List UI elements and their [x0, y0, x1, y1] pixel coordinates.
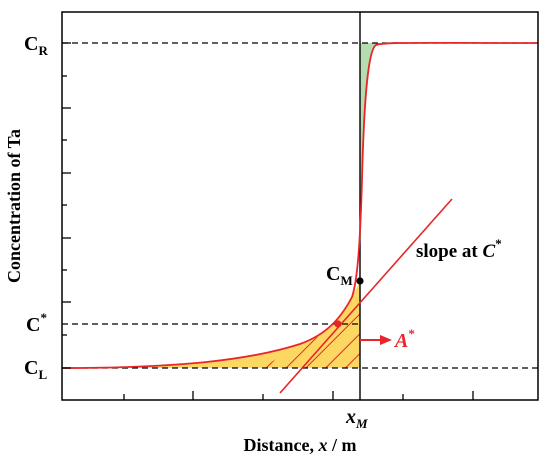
- x-tick-label-xm: xM: [345, 406, 368, 431]
- concentration-curve: [61, 41, 539, 369]
- x-axis-label: Distance, x / m: [244, 435, 357, 455]
- cr-label: CR: [24, 33, 48, 58]
- y-axis-label: Concentration of Ta: [4, 129, 24, 283]
- slope-annotation: slope at C*: [416, 236, 502, 262]
- cm-point: [356, 277, 364, 285]
- x-axis-ticks: [123, 391, 474, 400]
- hatched-area-a-star: [262, 299, 360, 368]
- green-area: [360, 43, 400, 281]
- area-arrow-head: [380, 335, 392, 345]
- cstar-point: [334, 320, 342, 328]
- y-axis-ticks: [62, 42, 71, 369]
- cl-label: CL: [24, 357, 47, 382]
- cstar-label: C*: [26, 310, 47, 336]
- area-annotation: A*: [393, 326, 415, 352]
- tangent-line: [279, 198, 453, 394]
- plot-frame: [61, 11, 539, 401]
- cm-label: CM: [326, 263, 353, 288]
